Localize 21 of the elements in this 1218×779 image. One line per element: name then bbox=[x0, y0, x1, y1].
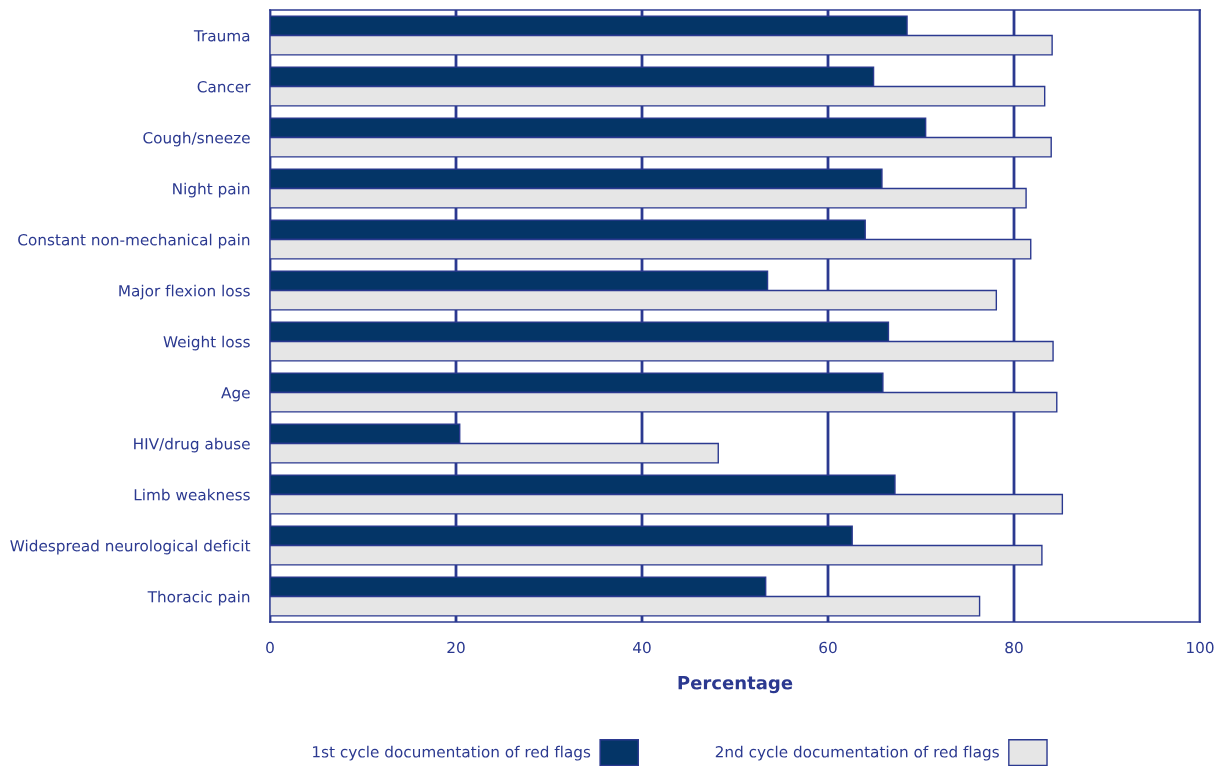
legend-label: 2nd cycle documentation of red flags bbox=[715, 745, 999, 761]
y-tick-label: Widespread neurological deficit bbox=[10, 539, 251, 555]
x-tick-label: 20 bbox=[447, 641, 465, 654]
x-tick-label: 0 bbox=[266, 641, 274, 654]
legend-label: 1st cycle documentation of red flags bbox=[313, 745, 591, 761]
y-tick-label: Trauma bbox=[193, 30, 250, 42]
y-tick-label: Weight loss bbox=[163, 335, 250, 351]
y-tick-label: Night pain bbox=[173, 182, 250, 198]
y-tick-label: HIV/drug abuse bbox=[134, 437, 250, 453]
y-tick-label: Limb weakness bbox=[134, 488, 250, 501]
y-tick-label: Major flexion loss bbox=[119, 284, 250, 300]
y-tick-label: Thoracic pain bbox=[147, 590, 250, 606]
x-tick-label: 80 bbox=[1005, 641, 1023, 654]
x-tick-label: 100 bbox=[1187, 641, 1214, 654]
x-tick-label: 60 bbox=[819, 641, 837, 654]
x-tick-label: 40 bbox=[633, 641, 651, 654]
y-tick-label: Constant non-mechanical pain bbox=[18, 233, 250, 249]
y-tick-label: Cancer bbox=[197, 80, 251, 93]
y-tick-label: Age bbox=[221, 387, 250, 402]
x-axis-title: Percentage bbox=[678, 676, 793, 694]
y-tick-label: Cough/sneeze bbox=[143, 131, 250, 147]
